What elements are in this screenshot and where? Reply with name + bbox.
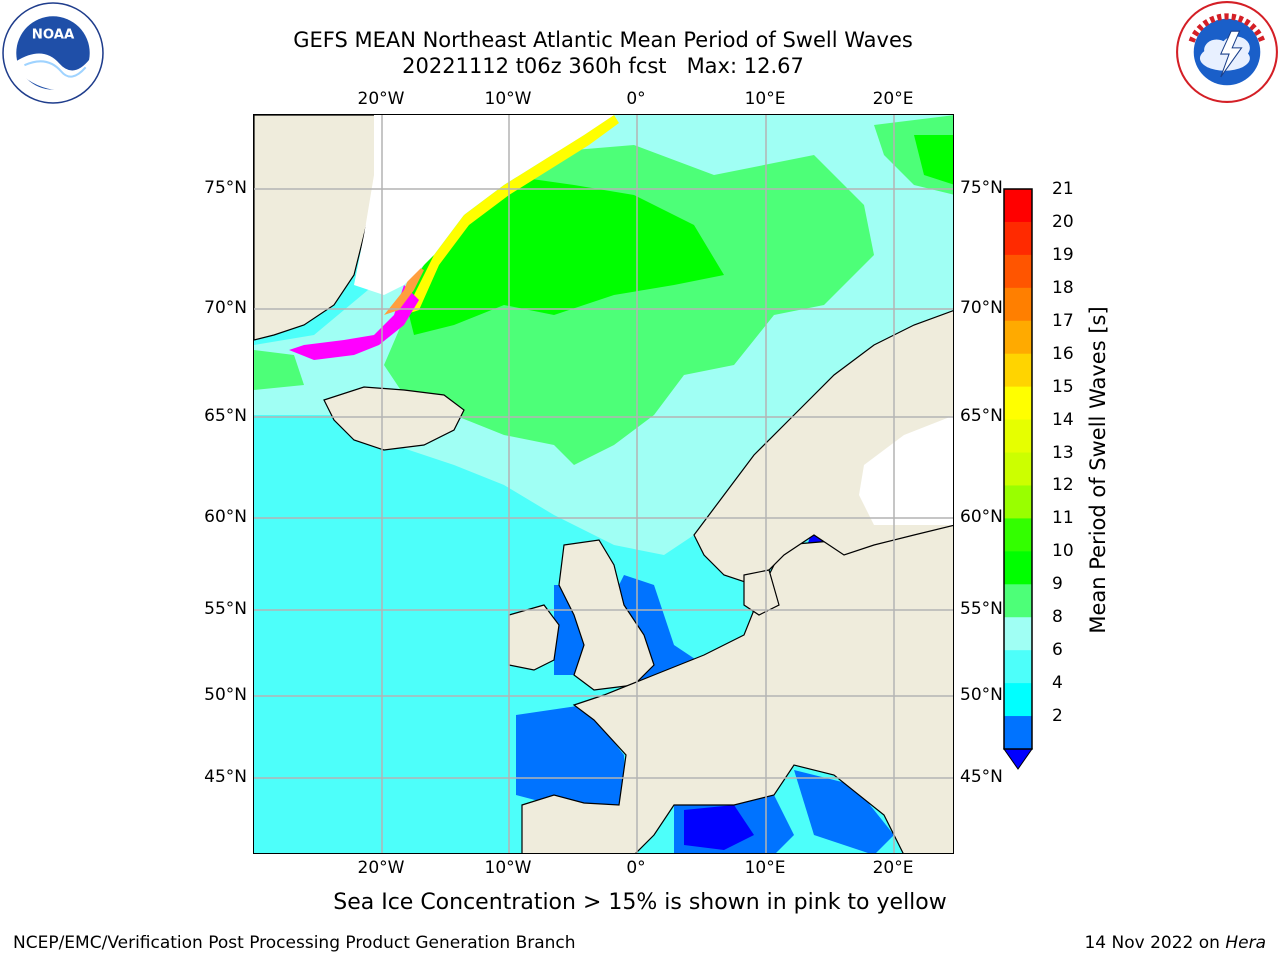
- colorbar-tick-label: 13: [1052, 442, 1074, 463]
- colorbar-extend-triangle: [1003, 748, 1033, 770]
- colorbar-tick-label: 10: [1052, 541, 1074, 562]
- colorbar-tick-label: 4: [1052, 673, 1063, 694]
- colorbar-tick-label: 20: [1052, 211, 1074, 232]
- lon-label-bottom-20e: 20°E: [872, 858, 914, 878]
- ocean-10-11s-field: [404, 175, 724, 335]
- lon-label-bottom-10e: 10°E: [744, 858, 786, 878]
- map-title: GEFS MEAN Northeast Atlantic Mean Period…: [293, 28, 913, 52]
- lon-label-bottom-10w: 10°W: [484, 858, 532, 878]
- noaa-logo-text: NOAA: [32, 28, 75, 43]
- ocean-2-4s-adriatic: [794, 770, 894, 853]
- lon-label-top-20e: 20°E: [872, 89, 914, 109]
- lat-label-right-50n: 50°N: [960, 685, 1003, 705]
- colorbar-tick-label: 2: [1052, 706, 1063, 727]
- map-gridlines: [254, 115, 953, 853]
- sea-ice-orange-band: [384, 265, 424, 315]
- colorbar-tick-label: 15: [1052, 376, 1074, 397]
- colorbar: [1003, 188, 1033, 770]
- colorbar-tick-label: 14: [1052, 409, 1074, 430]
- continental-europe-land: [521, 524, 953, 853]
- colorbar-segment: [1004, 485, 1032, 519]
- colorbar-segment: [1004, 551, 1032, 585]
- lat-label-left-65n: 65°N: [204, 406, 247, 426]
- colorbar-tick-label: 6: [1052, 640, 1063, 661]
- lat-label-left-70n: 70°N: [204, 298, 247, 318]
- colorbar-tick-label: 21: [1052, 179, 1074, 199]
- lat-label-right-70n: 70°N: [960, 298, 1003, 318]
- colorbar-segment: [1004, 386, 1032, 421]
- footer-date: 14 Nov 2022 on Hera: [1084, 933, 1266, 953]
- colorbar-segment: [1004, 320, 1032, 355]
- colorbar-tick-label: 12: [1052, 475, 1074, 496]
- sea-ice-yellow-band: [404, 115, 619, 315]
- ocean-9-10s-patch: [254, 350, 304, 390]
- noaa-logo: NOAA: [2, 2, 104, 104]
- colorbar-segment: [1004, 650, 1032, 684]
- colorbar-tick-label: 9: [1052, 574, 1063, 595]
- ocean-below-2s-med: [684, 805, 754, 850]
- iceland-land: [323, 386, 465, 451]
- colorbar-tick-label: 18: [1052, 277, 1074, 298]
- lon-label-bottom-0: 0°: [626, 858, 646, 878]
- colorbar-segment: [1004, 452, 1032, 486]
- colorbar-segment: [1004, 683, 1032, 717]
- colorbar-segment: [1004, 518, 1032, 552]
- lat-label-right-55n: 55°N: [960, 599, 1003, 619]
- lon-label-top-10e: 10°E: [744, 89, 786, 109]
- sea-ice-note: Sea Ice Concentration > 15% is shown in …: [333, 890, 947, 915]
- colorbar-segment: [1004, 189, 1032, 223]
- colorbar-segment: [1004, 584, 1032, 618]
- lon-label-top-10w: 10°W: [484, 89, 532, 109]
- colorbar-tick-label: 19: [1052, 244, 1074, 265]
- lon-label-bottom-20w: 20°W: [357, 858, 405, 878]
- lat-label-right-75n: 75°N: [960, 178, 1003, 198]
- colorbar-tick-label: 17: [1052, 310, 1074, 331]
- colorbar-frame: [1003, 188, 1033, 750]
- colorbar-segment: [1004, 617, 1032, 651]
- colorbar-segment: [1004, 221, 1032, 256]
- lat-label-left-75n: 75°N: [204, 178, 247, 198]
- colorbar-segment: [1004, 353, 1032, 388]
- nws-logo: [1176, 1, 1278, 103]
- ocean-10-11s-patch: [914, 135, 953, 185]
- lat-label-left-60n: 60°N: [204, 507, 247, 527]
- colorbar-label: Mean Period of Swell Waves [s]: [1086, 306, 1110, 634]
- colorbar-tick-label: 11: [1052, 508, 1074, 529]
- lon-label-top-0: 0°: [626, 89, 646, 109]
- colorbar-segment: [1004, 419, 1032, 454]
- lat-label-left-45n: 45°N: [204, 767, 247, 787]
- footer-date-text: 14 Nov 2022 on: [1084, 933, 1220, 953]
- colorbar-segment: [1004, 254, 1032, 289]
- colorbar-tick-label: 8: [1052, 607, 1063, 628]
- lon-label-top-20w: 20°W: [357, 89, 405, 109]
- ocean-2-4s-biscay: [516, 705, 626, 805]
- ireland-land: [508, 604, 560, 671]
- footer-host: Hera: [1225, 933, 1266, 953]
- lat-label-left-50n: 50°N: [204, 685, 247, 705]
- colorbar-segment: [1004, 287, 1032, 322]
- lat-label-right-60n: 60°N: [960, 507, 1003, 527]
- lat-label-right-65n: 65°N: [960, 406, 1003, 426]
- map-canvas: [254, 115, 953, 853]
- colorbar-segment: [1004, 716, 1032, 750]
- map-panel: [253, 114, 954, 854]
- greenland-ice-cap: [354, 115, 614, 295]
- colorbar-tick-label: 16: [1052, 343, 1074, 364]
- finland-no-data: [859, 415, 953, 525]
- lat-label-right-45n: 45°N: [960, 767, 1003, 787]
- footer-credit: NCEP/EMC/Verification Post Processing Pr…: [13, 933, 576, 953]
- lat-label-left-55n: 55°N: [204, 599, 247, 619]
- map-subtitle: 20221112 t06z 360h fcst Max: 12.67: [402, 54, 804, 78]
